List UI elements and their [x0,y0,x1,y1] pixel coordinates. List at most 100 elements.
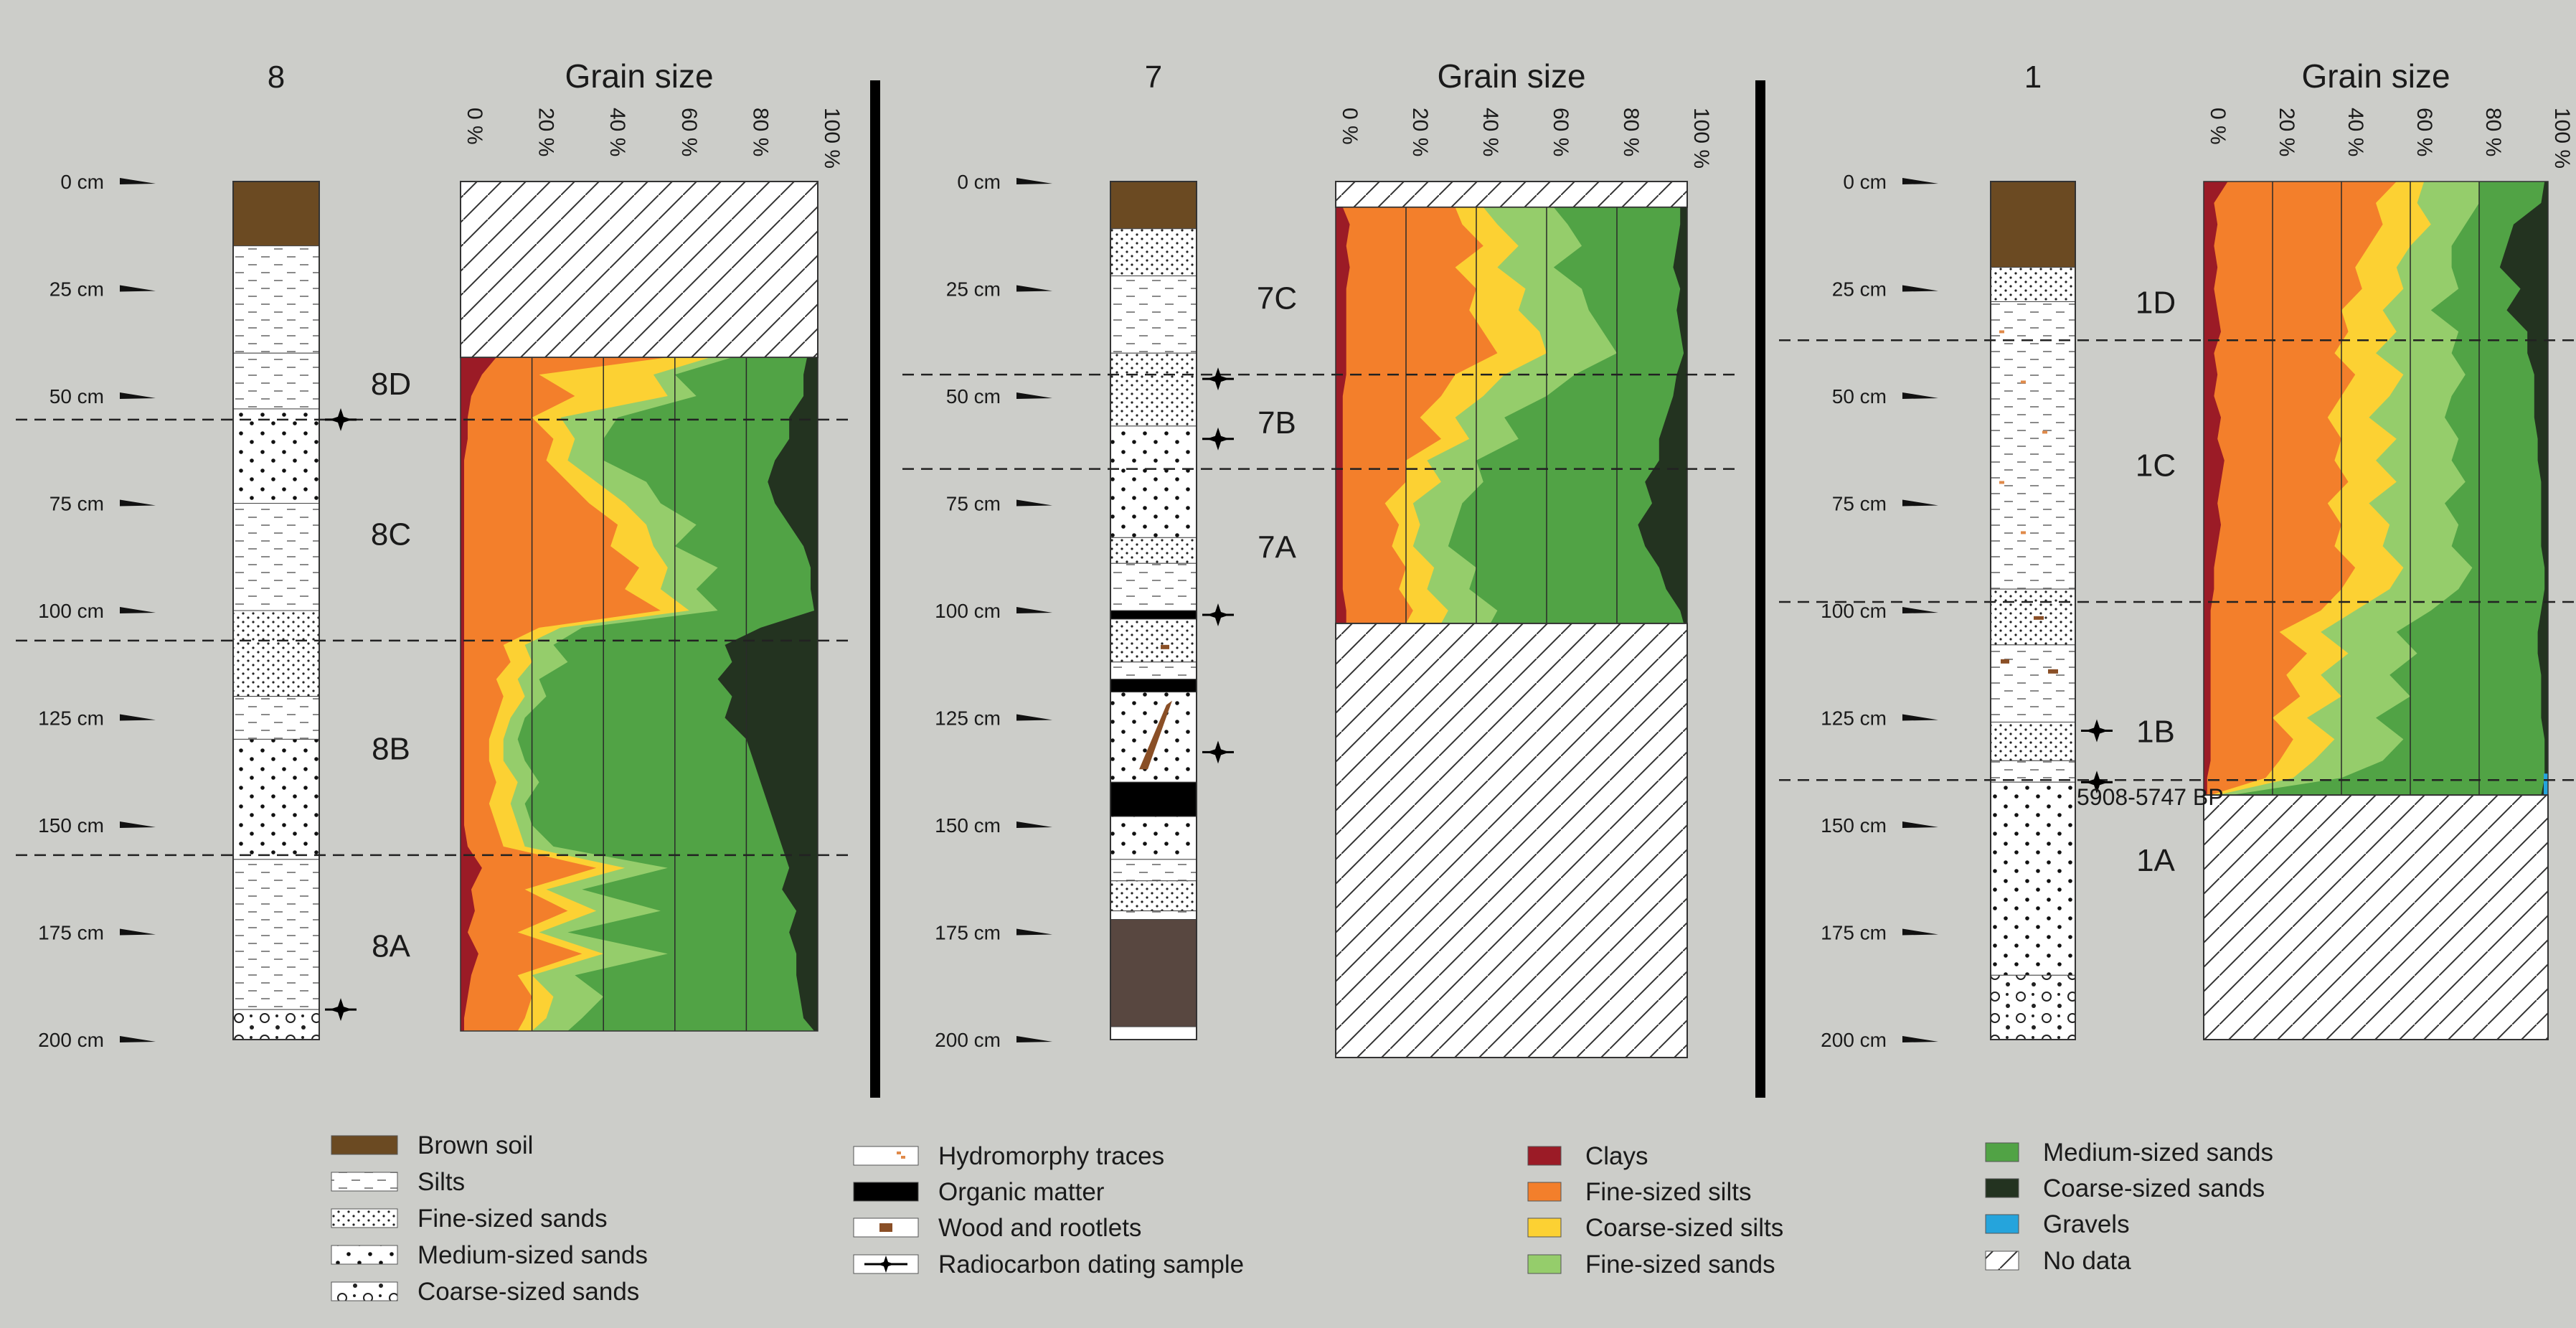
log-layer [1990,267,2076,302]
radiocarbon-sample-icon [1202,427,1234,451]
legend-item-organic: Organic matter [853,1178,1105,1206]
depth-label: 150 cm [935,814,1001,837]
log-layer [1990,781,2076,976]
legend-item-radiocarbon: Radiocarbon dating sample [853,1251,1244,1278]
log-layer [1110,618,1197,663]
legend-label: Fine-sized silts [1585,1178,1751,1206]
depth-tick [1902,285,1938,292]
log-layer [1990,588,2076,646]
wood-mark [2034,616,2044,620]
radiocarbon-star [1207,427,1230,451]
wood-mark [2001,659,2009,664]
legend-label: Hydromorphy traces [938,1142,1164,1170]
unit-label: 1B [2136,714,2175,749]
stratigraphic-log [232,181,320,1040]
hydromorphy-mark [2021,531,2026,535]
legend-item-wood: Wood and rootlets [853,1214,1141,1242]
legend-item-silts: Silts [331,1168,465,1196]
clays-area [2204,182,2228,796]
log-layer [1110,1026,1197,1040]
depth-tick [1016,928,1052,936]
radiocarbon-sample-icon [1202,603,1234,626]
depth-label: 175 cm [1821,922,1887,944]
fine-silts-area [2204,182,2397,796]
depth-label: 100 cm [935,600,1001,622]
log-layer [232,610,320,697]
depth-label: 25 cm [1832,278,1887,301]
depth-tick [1902,928,1938,936]
hydromorphy-mark [2042,430,2047,434]
depth-label: 0 cm [1843,171,1887,193]
legend-label: Fine-sized sands [417,1205,608,1233]
depth-tick [1016,285,1052,292]
legend-item-coarse-silts: Coarse-sized silts [1527,1214,1783,1242]
radiocarbon-sample-icon [1202,740,1234,764]
log-layer [1110,562,1197,611]
legend-swatch [1527,1218,1562,1238]
radiocarbon-sample-icon [2081,719,2113,743]
profile-divider [1755,80,1765,1098]
log-layer [1110,425,1197,538]
axis-tick-label: 0 % [2206,108,2230,145]
gravels-area [2544,773,2548,796]
axis-tick-label: 60 % [677,108,701,156]
legend-swatch [1527,1146,1562,1166]
axis-tick-label: 60 % [2412,108,2436,156]
fine-silts-area [1336,207,1498,623]
axis-tick-label: 100 % [820,108,844,169]
log-layer [232,245,320,354]
depth-tick [120,821,156,828]
grain-size-title: Grain size [2301,57,2450,95]
log-layer [1110,880,1197,912]
legend-swatch [331,1172,398,1192]
legend-label: No data [2043,1247,2131,1275]
fine-silts-area [461,357,668,1032]
log-outline [1990,181,2076,1040]
legend-label: Radiocarbon dating sample [938,1251,1244,1278]
axis-tick-label: 0 % [1338,108,1362,145]
profile-7: 0 cm 25 cm 50 cm 75 cm 100 cm 125 cm 150 cm 175… [902,57,1736,1058]
clays-area [461,357,496,1032]
legend-label: Gravels [2043,1210,2130,1238]
legend-item-medium-sands: Medium-sized sands [1985,1139,2273,1167]
log-title: 1 [2024,60,2042,95]
depth-tick [1016,1036,1052,1042]
depth-tick [1902,714,1938,721]
depth-tick [1016,499,1052,507]
legend-item-coarse-sands: Coarse-sized sands [1985,1174,2265,1202]
wood-mark [1161,644,1169,649]
depth-label: 125 cm [1821,707,1887,730]
log-layer [232,696,320,740]
grain-size-chart [460,181,818,1032]
radiocarbon-sample-icon [2081,771,2113,794]
no-data-area [2203,794,2549,1040]
legend-label: Silts [417,1168,465,1196]
log-layer [1110,276,1197,354]
legend-item-medium-sands: Medium-sized sands [331,1241,648,1269]
radiocarbon-star [329,998,352,1022]
axis-tick-label: 0 % [463,108,486,145]
depth-label: 125 cm [38,707,104,730]
log-layer [1110,679,1197,693]
depth-tick [120,1036,156,1042]
log-layer [1110,181,1197,230]
depth-tick [1902,1036,1938,1042]
wood-mark [2048,669,2058,674]
unit-label: 1A [2136,843,2175,878]
radiocarbon-star [1207,367,1230,391]
legend-item-fine-silts: Fine-sized silts [1527,1178,1751,1206]
depth-tick [120,178,156,184]
legend-swatch [853,1146,919,1166]
profile-1: 0 cm 25 cm 50 cm 75 cm 100 cm 125 cm 150 cm 175… [1779,57,2576,1051]
depth-label: 150 cm [38,814,104,837]
depth-label: 0 cm [957,171,1001,193]
radiocarbon-sample-icon [325,408,357,431]
depth-tick [1016,392,1052,399]
depth-label: 175 cm [935,922,1001,944]
no-data-area [460,181,818,359]
legend-swatch [331,1208,398,1228]
log-layer [1990,181,2076,268]
radiocarbon-sample-icon [1202,367,1234,391]
log-layer [232,181,320,247]
unit-label: 8A [372,928,410,964]
